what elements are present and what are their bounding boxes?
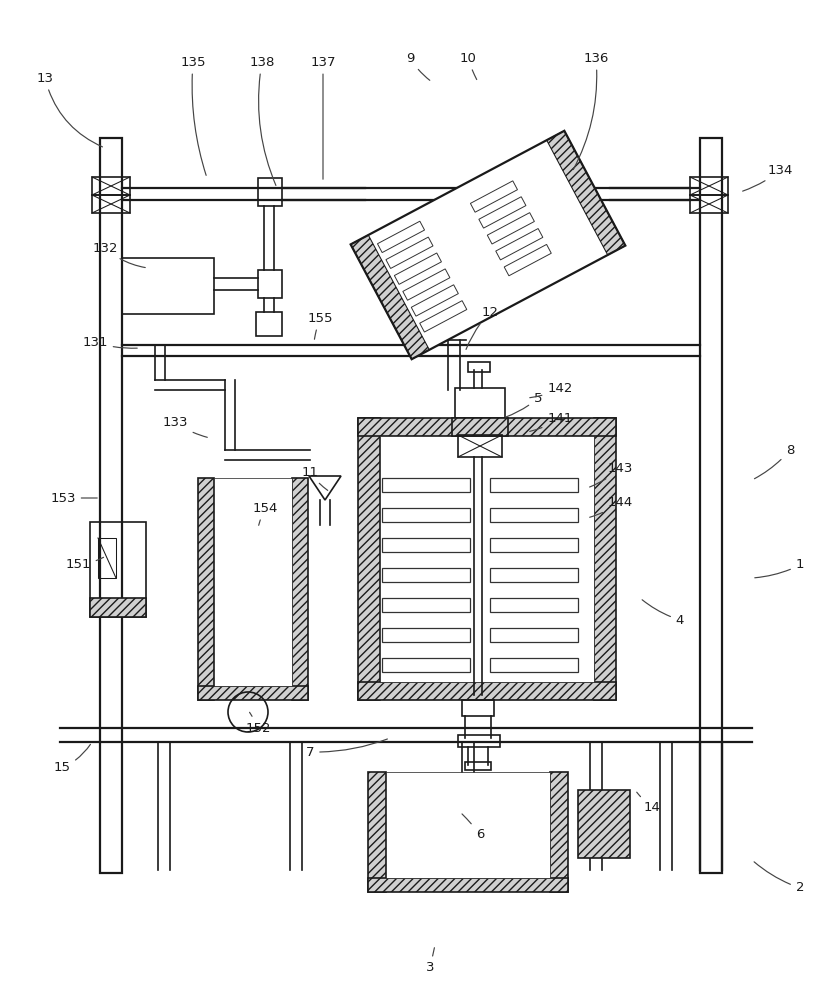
Bar: [198, 478, 213, 700]
Bar: [385, 237, 433, 268]
Text: 154: 154: [252, 502, 277, 525]
Bar: [90, 522, 146, 617]
Bar: [689, 177, 727, 195]
Bar: [90, 598, 146, 617]
Text: 136: 136: [572, 52, 608, 170]
Bar: [381, 568, 470, 582]
Text: 7: 7: [305, 739, 387, 758]
Bar: [292, 478, 308, 700]
Bar: [367, 878, 567, 892]
Bar: [258, 270, 282, 298]
Bar: [577, 790, 629, 858]
Bar: [377, 221, 424, 253]
Text: 14: 14: [636, 792, 660, 814]
Text: 137: 137: [310, 56, 335, 179]
Bar: [689, 195, 727, 213]
Bar: [380, 436, 593, 682]
Text: 13: 13: [36, 72, 103, 147]
Text: 2: 2: [753, 862, 803, 894]
Bar: [490, 598, 577, 612]
Text: 10: 10: [459, 52, 476, 80]
Bar: [549, 772, 567, 892]
Text: 131: 131: [82, 336, 137, 349]
Bar: [381, 538, 470, 552]
Bar: [490, 568, 577, 582]
Text: 144: 144: [589, 495, 632, 517]
Text: 4: 4: [642, 600, 683, 626]
Text: 132: 132: [92, 241, 145, 268]
Text: 3: 3: [425, 948, 434, 974]
Bar: [367, 772, 385, 892]
Bar: [504, 244, 551, 276]
Bar: [350, 131, 624, 359]
Bar: [457, 735, 500, 747]
Bar: [593, 418, 615, 700]
Bar: [198, 686, 308, 700]
Bar: [92, 177, 130, 195]
Bar: [495, 229, 543, 260]
Bar: [465, 762, 490, 770]
Text: 152: 152: [245, 712, 270, 734]
Bar: [455, 388, 504, 420]
Bar: [385, 772, 549, 878]
Bar: [381, 598, 470, 612]
Text: 11: 11: [301, 466, 327, 490]
Bar: [490, 508, 577, 522]
Bar: [357, 418, 380, 700]
Bar: [92, 195, 130, 213]
Bar: [381, 628, 470, 642]
Bar: [403, 269, 449, 300]
Text: 9: 9: [405, 52, 429, 80]
Text: 153: 153: [50, 491, 97, 504]
Bar: [490, 658, 577, 672]
Bar: [98, 538, 116, 578]
Bar: [452, 418, 508, 436]
Bar: [256, 312, 282, 336]
Text: 12: 12: [466, 306, 498, 349]
Text: 143: 143: [589, 462, 632, 487]
Text: 155: 155: [307, 312, 332, 339]
Text: 15: 15: [54, 744, 90, 774]
Text: 142: 142: [529, 381, 572, 398]
Bar: [470, 181, 517, 212]
Bar: [490, 628, 577, 642]
Bar: [381, 478, 470, 492]
Bar: [381, 658, 470, 672]
Bar: [478, 197, 525, 228]
Text: 151: 151: [65, 557, 103, 572]
Bar: [699, 138, 721, 873]
Text: 134: 134: [742, 164, 791, 191]
Text: 138: 138: [249, 56, 275, 185]
Bar: [546, 131, 624, 255]
Text: 8: 8: [753, 444, 793, 479]
Text: 5: 5: [505, 391, 542, 417]
Bar: [122, 258, 213, 314]
Bar: [467, 362, 490, 372]
Text: 6: 6: [461, 814, 484, 841]
Bar: [350, 235, 429, 359]
Bar: [461, 700, 494, 716]
Bar: [357, 418, 615, 436]
Text: 133: 133: [162, 416, 207, 437]
Bar: [357, 682, 615, 700]
Bar: [213, 478, 292, 686]
Bar: [100, 138, 122, 873]
Text: 135: 135: [180, 56, 206, 175]
Bar: [381, 508, 470, 522]
Bar: [457, 435, 501, 457]
Bar: [258, 178, 282, 206]
Bar: [350, 131, 624, 359]
Bar: [490, 538, 577, 552]
Bar: [487, 213, 533, 244]
Bar: [411, 285, 458, 316]
Bar: [490, 478, 577, 492]
Text: 1: 1: [754, 558, 803, 578]
Text: 141: 141: [529, 412, 572, 431]
Bar: [419, 301, 466, 332]
Bar: [394, 253, 441, 284]
